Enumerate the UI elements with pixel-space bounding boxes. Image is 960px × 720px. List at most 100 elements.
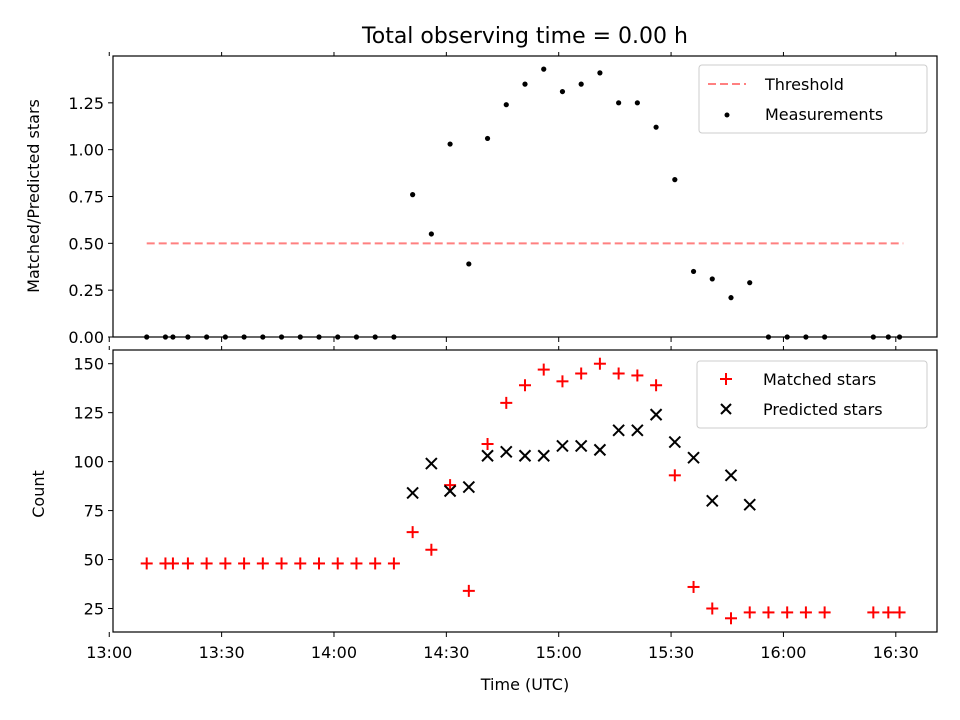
matched-point (631, 369, 644, 382)
y-tick-label: 1.25 (68, 94, 104, 113)
y-tick-label: 0.00 (68, 328, 104, 347)
x-tick-label: 15:30 (648, 643, 694, 662)
predicted-point (481, 449, 494, 462)
count-plot-area (140, 357, 906, 625)
matched-point (350, 557, 363, 570)
matched-point (725, 612, 737, 625)
x-tick-label: 15:00 (536, 643, 582, 662)
matched-point (425, 543, 438, 556)
matched-point (166, 557, 179, 570)
matched-point (593, 357, 606, 370)
predicted-point (649, 408, 663, 421)
ratio-legend: Threshold Measurements (698, 64, 928, 134)
predicted-point (724, 469, 738, 482)
matched-point (181, 557, 194, 570)
threshold-legend-label: Threshold (764, 75, 844, 94)
matched-point (500, 396, 513, 409)
count-legend-box (696, 360, 928, 429)
predicted-point (443, 484, 457, 498)
measurement-point (541, 66, 547, 72)
predicted-point (593, 443, 607, 457)
measurement-point (447, 141, 453, 147)
predicted-point (556, 439, 569, 453)
matched-point (762, 606, 775, 619)
measurement-point (747, 280, 753, 286)
matched-point (687, 580, 700, 593)
x-tick-label: 16:00 (760, 643, 806, 662)
y-tick-label: 0.75 (68, 188, 104, 207)
x-tick-label: 14:00 (311, 643, 357, 662)
matched-point (444, 479, 457, 492)
x-tick-label: 16:30 (873, 643, 919, 662)
predicted-point (518, 449, 532, 462)
predicted-point (537, 449, 550, 462)
y-tick-label: 25 (84, 600, 104, 619)
matched-point (556, 375, 569, 388)
measurement-point (484, 135, 491, 142)
y-tick-label: 125 (73, 404, 104, 423)
matched-point (238, 557, 251, 570)
matched-point (481, 438, 494, 450)
predicted-legend-label: Predicted stars (763, 400, 883, 419)
predicted-point (668, 435, 682, 449)
y-tick-label: 0.25 (68, 281, 104, 300)
measurement-point (728, 295, 734, 301)
y-tick-label: 0.50 (68, 234, 104, 253)
count-legend: Matched stars Predicted stars (696, 360, 928, 429)
matched-point (462, 584, 475, 597)
matched-point (406, 526, 419, 539)
matched-point (743, 606, 756, 619)
matched-point (575, 367, 588, 380)
predicted-legend-swatch (720, 403, 732, 415)
predicted-point (574, 439, 588, 453)
chart-title: Total observing time = 0.00 h (361, 24, 688, 49)
x-tick-label: 14:30 (423, 643, 469, 662)
matched-point (256, 557, 269, 570)
measurement-point (709, 276, 715, 282)
matched-point (331, 557, 344, 570)
matched-point (200, 557, 213, 570)
ratio-panel: Total observing time = 0.00 h Matched/Pr… (24, 24, 938, 347)
matched-point (537, 363, 550, 376)
matched-point (650, 379, 663, 392)
matched-point (893, 606, 906, 619)
matched-point (219, 557, 232, 570)
measurement-point (597, 70, 603, 76)
matched-point (313, 557, 325, 570)
matched-point (275, 557, 288, 570)
predicted-point (425, 457, 438, 470)
measurement-point (616, 100, 622, 106)
matched-point (781, 606, 794, 619)
matched-legend-swatch (720, 373, 732, 385)
matched-legend-label: Matched stars (763, 370, 876, 389)
count-axes-frame (112, 349, 938, 633)
y-tick-label: 100 (73, 453, 104, 472)
y-tick-label: 50 (84, 551, 104, 570)
predicted-point (706, 494, 719, 507)
predicted-point (687, 451, 700, 464)
measurement-point (410, 192, 416, 198)
measurement-point (466, 261, 472, 267)
matched-point (799, 606, 812, 619)
predicted-point (406, 486, 419, 500)
matched-point (294, 557, 307, 570)
ratio-legend-box (698, 64, 928, 134)
measurement-point (503, 102, 509, 108)
predicted-point (743, 498, 756, 511)
matched-point (387, 557, 400, 570)
count-y-axis-label: Count (29, 470, 48, 518)
x-tick-label: 13:30 (199, 643, 245, 662)
x-tick-label: 13:00 (86, 643, 132, 662)
measurement-point (672, 177, 678, 183)
measurement-point (428, 231, 434, 237)
matched-point (369, 557, 382, 570)
predicted-point (612, 424, 625, 437)
predicted-point (500, 445, 513, 459)
measurement-point (578, 81, 584, 87)
x-axis-label: Time (UTC) (480, 675, 569, 694)
matched-point (519, 379, 531, 392)
matched-point (706, 602, 719, 615)
count-panel: Count Time (UTC) Matched stars Predicted… (29, 346, 938, 694)
matched-point (612, 367, 625, 380)
